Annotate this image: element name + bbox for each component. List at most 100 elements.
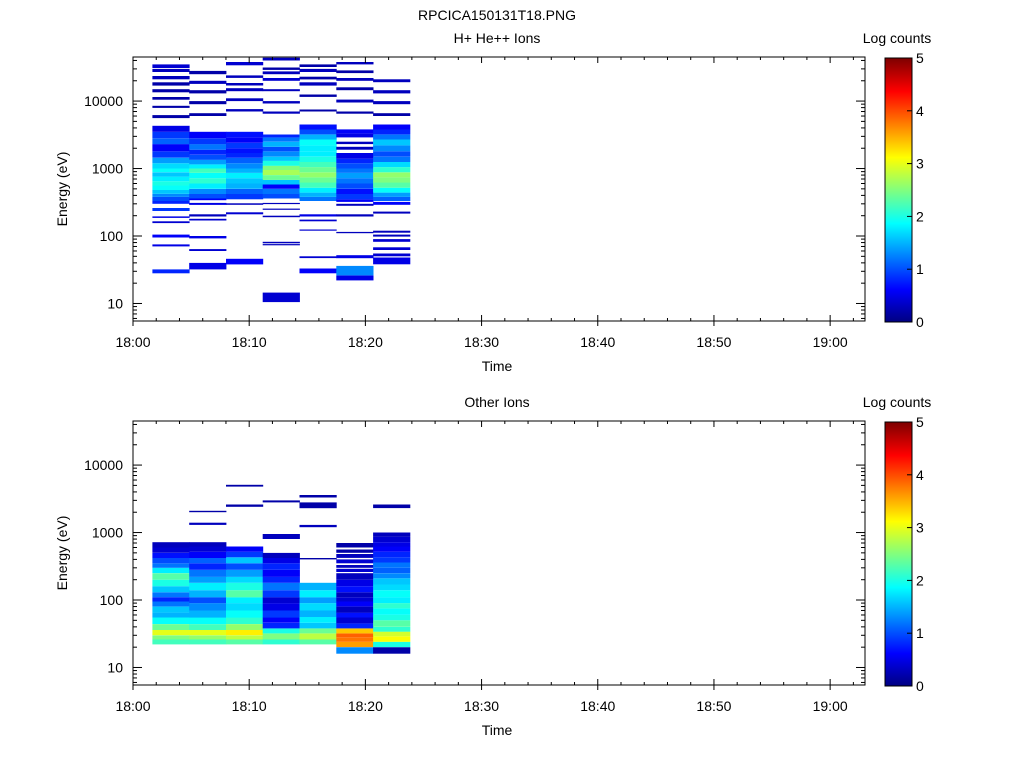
heatmap-cell: [373, 196, 411, 201]
colorbar-swatch: [885, 626, 912, 629]
heatmap-cell: [262, 89, 300, 92]
colorbar-swatch: [885, 190, 912, 193]
colorbar-swatch: [885, 670, 912, 673]
heatmap-cell: [189, 113, 227, 116]
colorbar-swatch: [885, 610, 912, 613]
heatmap-cell: [262, 179, 300, 185]
colorbar-swatch: [885, 188, 912, 191]
x-tick-label: 19:00: [813, 698, 848, 714]
heatmap-cell: [336, 554, 374, 558]
colorbar-swatch: [885, 274, 912, 277]
heatmap-cell: [373, 101, 411, 105]
heatmap-cell: [336, 153, 374, 159]
colorbar-swatch: [885, 616, 912, 619]
heatmap-cell: [226, 188, 264, 194]
heatmap-cell: [152, 185, 190, 190]
heatmap-cell: [299, 109, 337, 112]
heatmap-cell: [226, 168, 264, 173]
colorbar-swatch: [885, 128, 912, 131]
heatmap-cell: [152, 552, 190, 558]
heatmap-cell: [152, 563, 190, 568]
heatmap-cell: [299, 617, 337, 623]
colorbar-swatch: [885, 272, 912, 275]
heatmap-cell: [336, 146, 374, 150]
colorbar-swatch: [885, 584, 912, 587]
colorbar-swatch: [885, 206, 912, 209]
colorbar-swatch: [885, 144, 912, 147]
colorbar-swatch: [885, 546, 912, 549]
heatmap-cell: [262, 633, 300, 640]
heatmap-cell: [152, 64, 190, 68]
panel-title: H+ He++ Ions: [454, 30, 541, 46]
heatmap-cell: [373, 615, 411, 621]
colorbar-swatch: [885, 510, 912, 513]
colorbar-swatch: [885, 130, 912, 133]
colorbar-swatch: [885, 276, 912, 279]
heatmap-cell: [336, 255, 374, 259]
colorbar-swatch: [885, 204, 912, 207]
colorbar-swatch: [885, 248, 912, 251]
colorbar-swatch: [885, 524, 912, 527]
colorbar-swatch: [885, 82, 912, 85]
heatmap-cell: [299, 68, 337, 72]
heatmap-cell: [226, 98, 264, 102]
colorbar-label: Log counts: [863, 30, 932, 46]
colorbar-swatch: [885, 122, 912, 125]
heatmap-cell: [373, 239, 411, 242]
colorbar-swatch: [885, 300, 912, 303]
heatmap-cell: [189, 183, 227, 189]
heatmap-cell: [299, 129, 337, 135]
heatmap-cell: [299, 82, 337, 86]
colorbar-swatch: [885, 554, 912, 557]
heatmap-cell: [152, 168, 190, 173]
colorbar-swatch: [885, 284, 912, 287]
colorbar-swatch: [885, 460, 912, 463]
heatmap-cell: [189, 202, 227, 205]
heatmap-cell: [299, 597, 337, 604]
heatmap-cell: [299, 172, 337, 178]
heatmap-cell: [262, 67, 300, 70]
heatmap-cell: [152, 542, 190, 548]
heatmap-cell: [189, 603, 227, 611]
heatmap-cell: [373, 546, 411, 552]
colorbar-swatch: [885, 454, 912, 457]
colorbar-swatch: [885, 92, 912, 95]
heatmap-cell: [262, 597, 300, 604]
heatmap-cell: [336, 133, 374, 138]
heatmap-cell: [152, 244, 190, 247]
heatmap-cell: [152, 221, 190, 224]
colorbar-swatch: [885, 142, 912, 145]
heatmap-cell: [262, 170, 300, 175]
colorbar-swatch: [885, 558, 912, 561]
heatmap-cell: [262, 534, 300, 539]
heatmap-cell: [226, 137, 264, 143]
heatmap-cell: [373, 567, 411, 574]
heatmap-cell: [189, 558, 227, 564]
colorbar-swatch: [885, 180, 912, 183]
colorbar-swatch: [885, 320, 912, 323]
heatmap-cell: [189, 624, 227, 630]
colorbar-swatch: [885, 570, 912, 573]
colorbar-swatch: [885, 116, 912, 119]
heatmap-cell: [226, 610, 264, 618]
colorbar-swatch: [885, 656, 912, 659]
heatmap-cell: [262, 101, 300, 104]
colorbar-swatch: [885, 218, 912, 221]
heatmap-cell: [262, 610, 300, 618]
heatmap-cell: [226, 88, 264, 92]
heatmap-cell: [226, 109, 264, 112]
heatmap-cell: [299, 162, 337, 168]
colorbar-swatch: [885, 174, 912, 177]
colorbar-swatch: [885, 512, 912, 515]
x-tick-label: 18:30: [464, 334, 499, 350]
heatmap-cell: [336, 129, 374, 134]
heatmap-cell: [152, 629, 190, 636]
heatmap-cell: [152, 208, 190, 211]
heatmap-cell: [189, 590, 227, 598]
heatmap-cell: [226, 173, 264, 179]
colorbar-swatch: [885, 160, 912, 163]
heatmap-cell: [152, 97, 190, 100]
colorbar-swatch: [885, 628, 912, 631]
colorbar-tick-label: 1: [916, 625, 924, 641]
colorbar-swatch: [885, 152, 912, 155]
